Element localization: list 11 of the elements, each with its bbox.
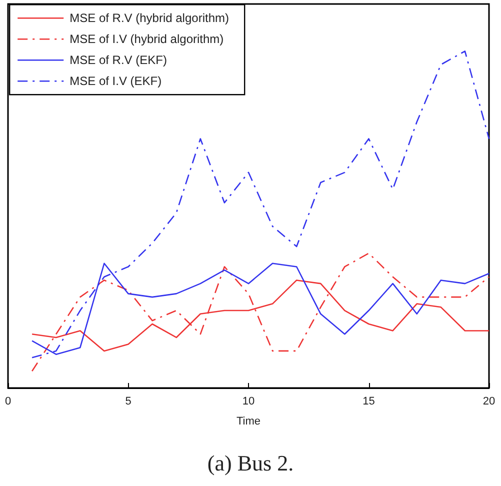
x-tick-label: 10 [242, 396, 255, 408]
text: (a) Bus 2. [207, 450, 294, 476]
legend-label: MSE of R.V (EKF) [70, 53, 167, 68]
legend-label: MSE of I.V (hybrid algorithm) [70, 32, 224, 46]
legend-label: MSE of R.V (hybrid algorithm) [70, 11, 229, 26]
x-tick-label: 0 [4, 396, 12, 408]
legend-label: MSE of I.V (EKF) [70, 74, 162, 88]
x-tick-label: 5 [125, 396, 132, 408]
x-tick-label: 15 [362, 396, 375, 408]
x-tick-label: 20 [482, 396, 496, 408]
x-axis-title: Time [236, 416, 261, 428]
